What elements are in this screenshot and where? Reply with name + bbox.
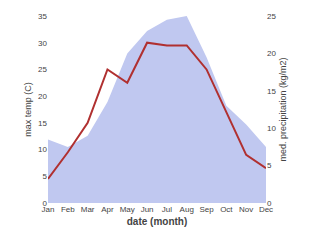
svg-text:Mar: Mar — [81, 205, 95, 214]
svg-text:Nov: Nov — [239, 205, 253, 214]
svg-text:5: 5 — [267, 161, 272, 170]
svg-text:10: 10 — [38, 145, 47, 154]
svg-text:25: 25 — [267, 12, 276, 21]
svg-text:Jul: Jul — [162, 205, 172, 214]
svg-text:Feb: Feb — [61, 205, 75, 214]
svg-text:20: 20 — [267, 49, 276, 58]
svg-text:Apr: Apr — [101, 205, 114, 214]
svg-text:15: 15 — [267, 87, 276, 96]
svg-text:5: 5 — [43, 172, 48, 181]
svg-text:25: 25 — [38, 65, 47, 74]
svg-text:0: 0 — [43, 199, 48, 208]
svg-text:Sep: Sep — [199, 205, 214, 214]
svg-text:Jan: Jan — [42, 205, 55, 214]
svg-text:35: 35 — [38, 12, 47, 21]
svg-text:30: 30 — [38, 39, 47, 48]
svg-text:med. precipitation (kg/m2): med. precipitation (kg/m2) — [278, 57, 288, 161]
svg-text:20: 20 — [38, 92, 47, 101]
svg-text:Oct: Oct — [220, 205, 233, 214]
svg-text:Dec: Dec — [259, 205, 273, 214]
svg-text:Jun: Jun — [141, 205, 154, 214]
svg-text:10: 10 — [267, 124, 276, 133]
svg-text:Aug: Aug — [180, 205, 194, 214]
svg-text:May: May — [120, 205, 135, 214]
svg-text:date (month): date (month) — [127, 216, 188, 227]
svg-text:max temp (C): max temp (C) — [23, 82, 33, 137]
svg-text:0: 0 — [267, 199, 272, 208]
svg-text:15: 15 — [38, 119, 47, 128]
